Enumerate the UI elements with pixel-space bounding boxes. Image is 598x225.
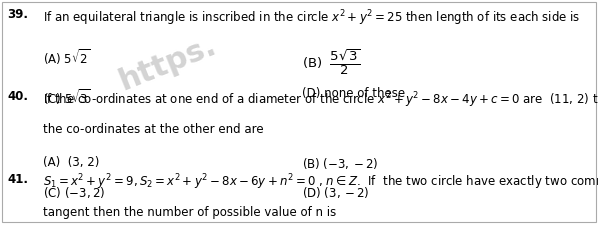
Text: 40.: 40.	[7, 90, 28, 103]
Text: tangent then the number of possible value of n is: tangent then the number of possible valu…	[43, 205, 336, 218]
Text: (C) $5\sqrt{3}$: (C) $5\sqrt{3}$	[43, 87, 91, 106]
Text: (A)  (3, 2): (A) (3, 2)	[43, 155, 99, 168]
Text: (D) none of these: (D) none of these	[302, 87, 405, 100]
Text: (A) $5\sqrt{2}$: (A) $5\sqrt{2}$	[43, 47, 91, 67]
Text: 41.: 41.	[7, 172, 28, 185]
Text: the co-ordinates at the other end are: the co-ordinates at the other end are	[43, 123, 264, 136]
Text: (B)  $\dfrac{5\sqrt{3}}{2}$: (B) $\dfrac{5\sqrt{3}}{2}$	[302, 47, 361, 77]
Text: If an equilateral triangle is inscribed in the circle $x^2 + y^2 = 25$ then leng: If an equilateral triangle is inscribed …	[43, 8, 581, 27]
Text: 39.: 39.	[7, 8, 28, 21]
Text: If the co-ordinates at one end of a diameter of the circle $x^2 + y^2 - 8x - 4y : If the co-ordinates at one end of a diam…	[43, 90, 598, 110]
Text: https.: https.	[114, 31, 221, 95]
Text: $S_1 = x^2 + y^2 = 9, S_2 = x^2 + y^2 - 8x - 6y + n^2 = 0$ , $n \in Z$.  If  the: $S_1 = x^2 + y^2 = 9, S_2 = x^2 + y^2 - …	[43, 172, 598, 192]
Text: (B) $(-3, -2)$: (B) $(-3, -2)$	[302, 155, 379, 170]
Text: (C) $(-3, 2)$: (C) $(-3, 2)$	[43, 184, 105, 199]
Text: (D) $(3, -2)$: (D) $(3, -2)$	[302, 184, 370, 199]
